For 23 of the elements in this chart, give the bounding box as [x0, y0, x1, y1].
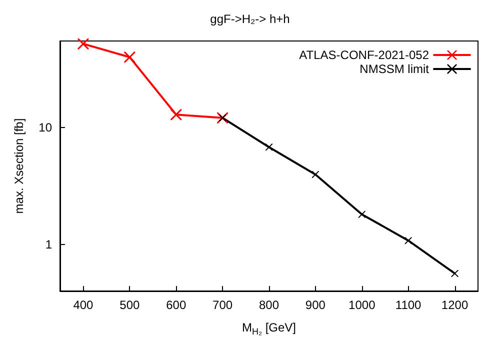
legend-label: ATLAS-CONF-2021-052 — [299, 48, 430, 62]
x-tick-label: 1000 — [348, 298, 376, 312]
point — [124, 52, 136, 63]
x-tick-label: 1100 — [395, 298, 422, 312]
point — [404, 237, 412, 244]
x-tick-label: 500 — [120, 298, 140, 312]
x-tick-label: 600 — [166, 298, 186, 312]
y-tick-label: 1 — [45, 237, 52, 252]
x-tick-label: 700 — [212, 298, 233, 312]
x-tick-label: 800 — [258, 298, 280, 312]
y-tick-label: 10 — [38, 120, 52, 135]
legend-label: NMSSM limit — [360, 62, 430, 76]
point — [266, 144, 272, 151]
point — [170, 109, 182, 120]
point — [358, 210, 366, 218]
x-tick-label: 900 — [305, 298, 326, 312]
x-tick-label: 1200 — [441, 298, 468, 312]
y-axis-title: max. Xsection [fb] — [12, 118, 26, 214]
point — [312, 170, 319, 178]
x-tick-label: 400 — [73, 298, 94, 312]
point — [451, 270, 458, 277]
chart-title: ggF->H₂-> h+h — [210, 12, 290, 26]
point — [78, 38, 89, 50]
